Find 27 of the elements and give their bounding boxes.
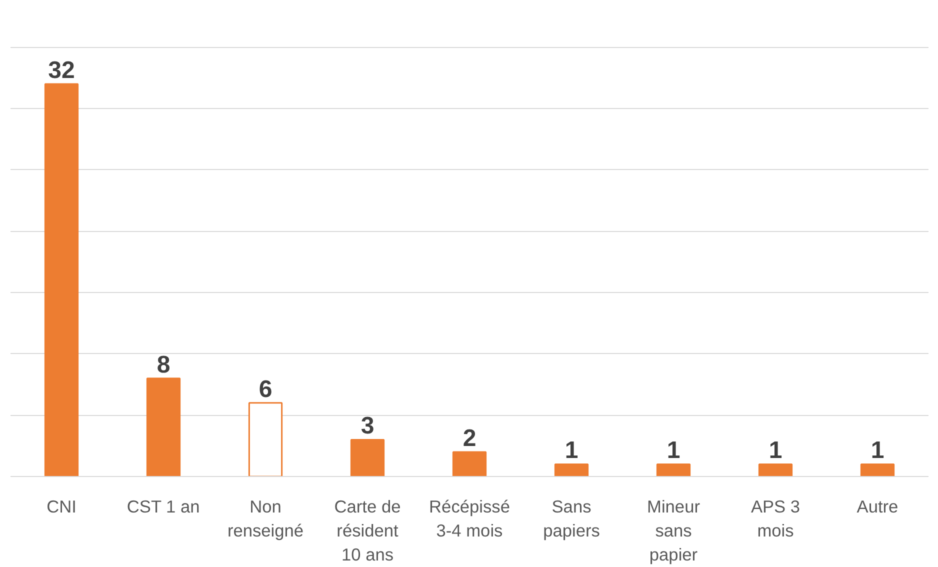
x-tick-label: Mineur sans papier (647, 496, 700, 564)
data-label: 32 (48, 57, 75, 84)
bar (758, 463, 793, 476)
bar (452, 451, 487, 476)
x-tick-label: CNI (46, 496, 76, 516)
data-label: 1 (564, 437, 578, 464)
data-label: 1 (666, 437, 680, 464)
data-label: 3 (360, 412, 374, 440)
bar (860, 463, 895, 476)
data-label: 2 (462, 424, 476, 452)
bar (248, 402, 283, 476)
x-tick-label: APS 3 mois (750, 496, 800, 540)
bar (44, 83, 79, 476)
x-tick-label: Sans papiers (543, 496, 600, 540)
bar (146, 378, 181, 476)
x-tick-label: Récépissé 3-4 mois (429, 496, 510, 540)
bar (656, 463, 691, 476)
x-tick-label: CST 1 an (126, 496, 200, 516)
data-label: 1 (870, 437, 884, 464)
x-tick-label: Autre (856, 496, 898, 516)
data-label: 8 (156, 351, 170, 378)
data-label: 1 (768, 437, 782, 464)
x-tick-label: Carte de résident 10 ans (334, 496, 401, 564)
bar (350, 438, 385, 476)
bar (554, 463, 589, 476)
data-label: 6 (258, 376, 272, 403)
x-tick-label: Non renseigné (227, 496, 304, 540)
